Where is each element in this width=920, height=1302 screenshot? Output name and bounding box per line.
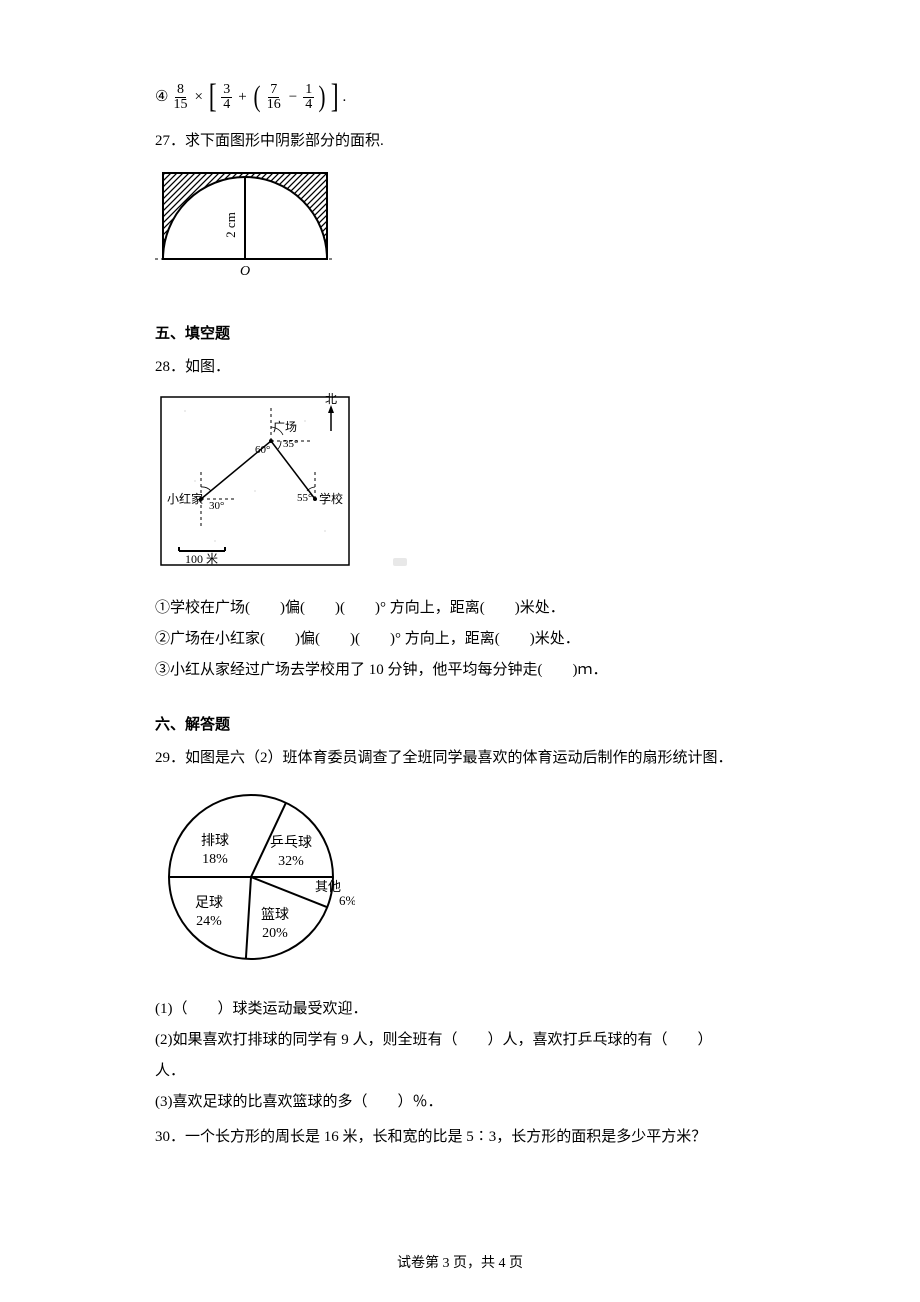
q30-text: 30．一个长方形的周长是 16 米，长和宽的比是 5∶3，长方形的面积是多少平方… (155, 1124, 765, 1151)
svg-text:20%: 20% (262, 926, 288, 941)
svg-text:32%: 32% (278, 854, 304, 869)
svg-text:60°: 60° (255, 444, 270, 456)
q29-pie-figure: 乒乓球 32% 其他 6% 篮球 20% 足球 24% 排球 18% (155, 782, 765, 982)
watermark-dot (393, 558, 407, 566)
svg-text:广场: 广场 (273, 420, 297, 434)
svg-text:其他: 其他 (315, 879, 341, 894)
q29-sub3: (3)喜欢足球的比喜欢篮球的多（ ）％． (155, 1089, 765, 1116)
svg-text:55°: 55° (297, 492, 312, 504)
q28-line2: ②广场在小红家( )偏( )( )° 方向上，距离( )米处． (155, 626, 765, 653)
q27-figure: 2 cm O (155, 165, 765, 293)
svg-text:30°: 30° (209, 500, 224, 512)
fraction-1-4: 1 4 (303, 83, 314, 112)
times-sign: × (194, 84, 202, 111)
fraction-7-16: 7 16 (265, 83, 283, 112)
svg-text:北: 北 (325, 392, 337, 406)
svg-text:18%: 18% (202, 852, 228, 867)
plus-sign: + (238, 84, 246, 111)
section6-title: 六、解答题 (155, 712, 765, 739)
page: ④ 8 15 × [ 3 4 + ( 7 16 − 1 4 ) ] . 27．求… (0, 0, 920, 1302)
origin-label: O (240, 264, 250, 279)
right-paren: ) (319, 82, 326, 112)
q28-figure: 北 广场 小红家 学校 100 米 60° 35° 30° 55° (155, 391, 765, 581)
formula-tail: . (343, 84, 347, 111)
left-paren: ( (253, 82, 260, 112)
section5-title: 五、填空题 (155, 321, 765, 348)
svg-text:篮球: 篮球 (261, 907, 289, 923)
left-bracket: [ (209, 80, 217, 114)
svg-text:6%: 6% (339, 893, 355, 908)
svg-text:排球: 排球 (201, 833, 229, 849)
svg-text:学校: 学校 (319, 491, 343, 506)
svg-text:35°: 35° (283, 438, 298, 450)
page-footer: 试卷第 3 页，共 4 页 (0, 1251, 920, 1276)
svg-text:100 米: 100 米 (185, 552, 218, 566)
q29-sub2: (2)如果喜欢打排球的同学有 9 人，则全班有（ ）人，喜欢打乒乓球的有（ ） (155, 1027, 765, 1054)
q28-line3: ③小红从家经过广场去学校用了 10 分钟，他平均每分钟走( )ｍ． (155, 657, 765, 684)
right-bracket: ] (331, 80, 339, 114)
fraction-3-4: 3 4 (221, 83, 232, 112)
svg-text:足球: 足球 (195, 895, 223, 911)
fraction-8-15: 8 15 (171, 83, 189, 112)
q28-line1: ①学校在广场( )偏( )( )° 方向上，距离( )米处． (155, 595, 765, 622)
q29-intro: 29．如图是六（2）班体育委员调查了全班同学最喜欢的体育运动后制作的扇形统计图． (155, 745, 765, 772)
q29-sub2b: 人． (155, 1058, 765, 1085)
svg-text:小红家: 小红家 (167, 491, 203, 506)
minus-sign: − (289, 84, 297, 111)
svg-text:乒乓球: 乒乓球 (270, 835, 312, 851)
formula-marker: ④ (155, 84, 168, 111)
q26-sub4-formula: ④ 8 15 × [ 3 4 + ( 7 16 − 1 4 ) ] . (155, 80, 765, 114)
q27-text: 27．求下面图形中阴影部分的面积. (155, 128, 765, 155)
q29-sub1: (1)（ ）球类运动最受欢迎． (155, 996, 765, 1023)
q28-intro: 28．如图． (155, 354, 765, 381)
svg-text:24%: 24% (196, 914, 222, 929)
radius-label: 2 cm (223, 212, 238, 238)
